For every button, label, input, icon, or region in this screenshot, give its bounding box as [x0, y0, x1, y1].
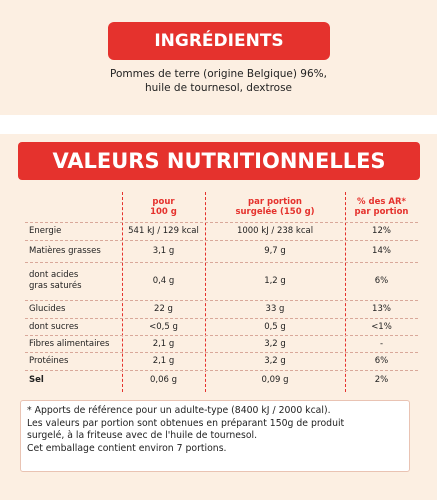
- value: 1000 kJ / 238 kcal: [236, 226, 314, 236]
- nutrient-name: Glucides: [29, 304, 66, 314]
- value: -: [379, 338, 384, 349]
- footnote-line: surgelé, à la friteuse avec de l'huile d…: [27, 430, 258, 441]
- value: 541 kJ / 129 kcal: [128, 226, 199, 236]
- row-divider: [25, 262, 418, 263]
- row-divider: [25, 240, 418, 241]
- nutrition-title: VALEURS NUTRITIONNELLES: [18, 142, 420, 180]
- ingredients-title: INGRÉDIENTS: [108, 22, 330, 60]
- column-divider: [345, 192, 346, 392]
- nutrient-name: dont acides gras saturés: [29, 270, 82, 291]
- value: 6%: [374, 276, 389, 286]
- column-header: par portion surgelée (150 g): [205, 194, 345, 220]
- nutrient-name: Fibres alimentaires: [29, 338, 110, 349]
- header-line: pour: [152, 197, 175, 207]
- row-divider: [25, 352, 418, 353]
- row-divider: [25, 222, 418, 223]
- row-divider: [25, 370, 418, 371]
- value: 9,7 g: [264, 246, 286, 256]
- nutrient-name: Matières grasses: [29, 246, 101, 256]
- value: 0,06 g: [149, 375, 178, 385]
- header-line: par portion: [248, 197, 302, 207]
- value: 0,09 g: [261, 375, 289, 385]
- value: 3,2 g: [264, 338, 286, 349]
- column-header: % des AR* par portion: [345, 194, 418, 220]
- footnote-line: Les valeurs par portion sont obtenues en…: [27, 417, 345, 429]
- header-line: surgelée (150 g): [235, 207, 315, 217]
- header-line: % des AR*: [357, 197, 406, 207]
- column-header: pour 100 g: [122, 194, 205, 220]
- nutrient-name: Energie: [29, 226, 62, 236]
- header-line: par portion: [354, 207, 409, 217]
- ingredients-line: Pommes de terre (origine Belgique) 96%,: [109, 68, 327, 80]
- nutrient-name: Protéines: [29, 356, 69, 366]
- header-line: 100 g: [150, 207, 177, 217]
- value: 0,4 g: [152, 276, 175, 286]
- value: 22 g: [154, 304, 173, 314]
- value: 3,1 g: [152, 246, 175, 256]
- footnote: * Apports de référence pour un adulte-ty…: [20, 400, 410, 472]
- column-divider: [205, 192, 206, 392]
- value: 6%: [374, 356, 389, 366]
- value: 13%: [372, 304, 391, 314]
- value: 1,2 g: [264, 276, 286, 286]
- value: 2,1 g: [152, 338, 175, 349]
- value: 0,5 g: [264, 321, 286, 332]
- footnote-line: Cet emballage contient environ 7 portion…: [27, 442, 227, 454]
- row-divider: [25, 335, 418, 336]
- value: 3,2 g: [264, 356, 286, 366]
- value: 33 g: [265, 304, 285, 314]
- value: <1%: [371, 321, 392, 332]
- value: 2,1 g: [152, 356, 175, 366]
- nutrient-name: dont sucres: [29, 321, 79, 332]
- column-divider: [122, 192, 123, 392]
- row-divider: [25, 300, 418, 301]
- ingredients-line: huile de tournesol, dextrose: [144, 82, 293, 94]
- nutrient-name: Sel: [29, 375, 44, 385]
- value: <0,5 g: [149, 321, 178, 332]
- footnote-line: * Apports de référence pour un adulte-ty…: [27, 405, 331, 416]
- row-divider: [25, 318, 418, 319]
- value: 14%: [372, 246, 391, 256]
- value: 12%: [372, 226, 391, 236]
- value: 2%: [374, 375, 389, 385]
